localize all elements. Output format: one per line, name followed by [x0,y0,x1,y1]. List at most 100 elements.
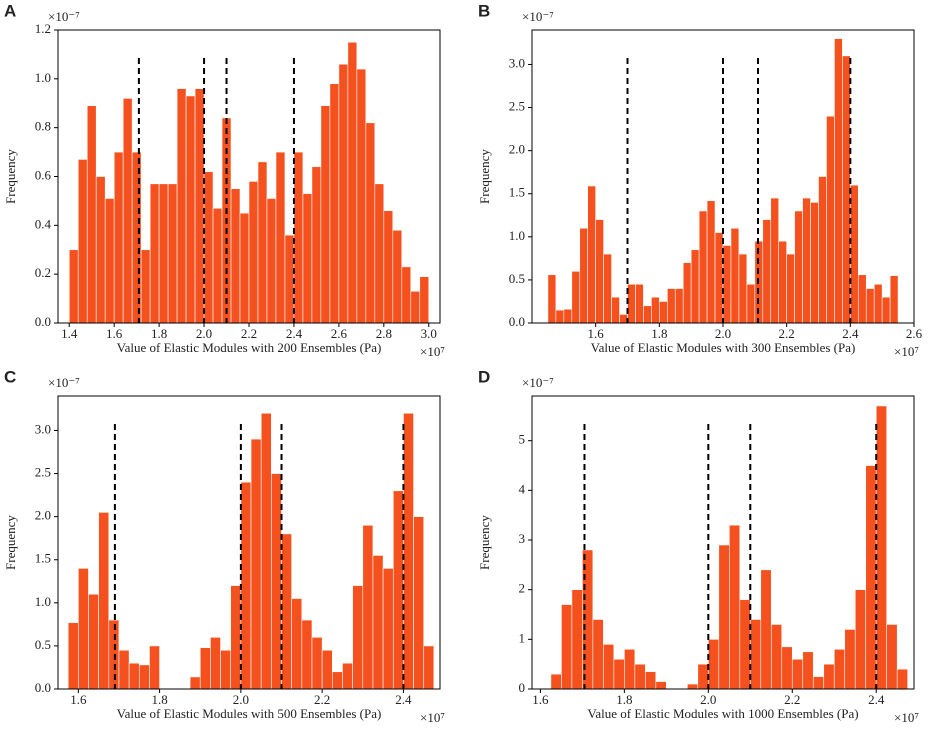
bar [260,412,272,690]
bar [410,290,421,324]
x-tick-label: 2.4 [842,326,859,341]
bar [321,649,333,690]
bar [794,210,803,324]
bar [781,646,793,690]
bar [810,202,819,324]
x-tick-label: 1.8 [651,326,667,341]
x-tick-label: 3.0 [421,326,437,341]
x-tick-label: 2.0 [700,692,716,707]
bar [383,210,394,324]
y-tick-label: 0.0 [35,680,51,695]
histogram-panel: C ×10⁻⁷ ×10⁷ Value of Elastic Modules with … [3,367,445,725]
bar [635,283,644,324]
bar [291,598,303,690]
bar [645,671,657,690]
y-tick-label: 1.0 [35,70,51,85]
bar [138,664,150,690]
bar [332,671,343,690]
bar [98,512,110,690]
y-axis-label: Frequency [477,149,492,204]
bar [854,589,867,690]
panel-label: C [4,367,16,386]
bar [189,676,201,690]
bar [108,619,120,690]
bar [886,624,898,690]
bar [250,438,262,690]
bar [563,308,573,324]
bar [687,683,699,690]
bar [275,151,286,324]
x-tick-label: 1.8 [151,692,167,707]
bar [627,283,636,324]
bar [690,249,700,324]
bar [311,166,322,324]
bar [865,465,877,690]
bar [131,151,142,324]
y-tick-label: 0.8 [35,119,51,134]
bar [659,301,668,324]
x-tick-label: 2.6 [906,326,923,341]
x-tick-label: 2.4 [395,692,412,707]
bar [118,649,130,690]
bar [329,83,340,324]
bar [749,619,762,690]
x-offset: ×10⁷ [420,344,445,359]
bar [818,176,827,324]
bar [140,249,151,324]
x-offset: ×10⁷ [420,710,445,725]
y-tick-label: 3.0 [509,55,525,70]
bar [403,412,414,690]
y-tick-label: 4 [519,481,526,496]
x-offset: ×10⁷ [894,710,919,725]
bar [714,232,724,324]
bar [738,253,748,324]
y-tick-label: 0.2 [35,265,51,280]
x-tick-label: 2.4 [286,326,303,341]
x-tick-label: 1.8 [616,692,632,707]
bar [284,234,295,324]
axes-frame [57,395,441,690]
bar [603,253,612,324]
bar [194,88,205,324]
histogram-panel: D ×10⁻⁷ ×10⁷ Value of Elastic Modules with … [477,367,919,725]
bar [844,629,856,690]
bar [230,585,242,690]
bar [392,229,403,324]
bar [239,212,250,324]
bar [257,161,268,324]
bar [419,276,430,324]
bar [850,184,859,324]
x-axis-label: Value of Elastic Modules with 1000 Ensem… [587,706,858,721]
bar [857,274,867,324]
x-axis-label: Value of Elastic Modules with 500 Ensemb… [117,706,382,721]
x-tick-label: 1.6 [106,326,123,341]
bar [352,585,364,690]
y-tick-label: 1 [519,630,526,645]
y-tick-label: 1.0 [509,228,525,243]
bar [587,185,596,324]
bar [199,647,211,690]
bar [68,249,79,324]
x-tick-label: 2.2 [779,326,795,341]
bar [382,568,394,690]
y-tick-label: 0.4 [35,216,52,231]
bar [149,183,160,324]
bar [873,283,883,324]
bar [786,253,795,324]
x-tick-label: 1.4 [61,326,78,341]
x-tick-label: 2.6 [331,326,348,341]
bar [401,266,412,324]
x-tick-label: 1.6 [70,692,87,707]
y-tick-label: 0.0 [509,314,525,329]
bar [613,658,625,690]
y-tick-label: 2.0 [35,508,51,523]
y-tick-label: 0 [519,680,526,695]
bar [571,270,581,324]
bar [770,197,780,324]
bar [718,544,730,690]
y-offset: ×10⁻⁷ [48,9,80,24]
bar [248,181,259,324]
bar [347,41,358,324]
bar [812,676,825,690]
bar [271,473,282,690]
